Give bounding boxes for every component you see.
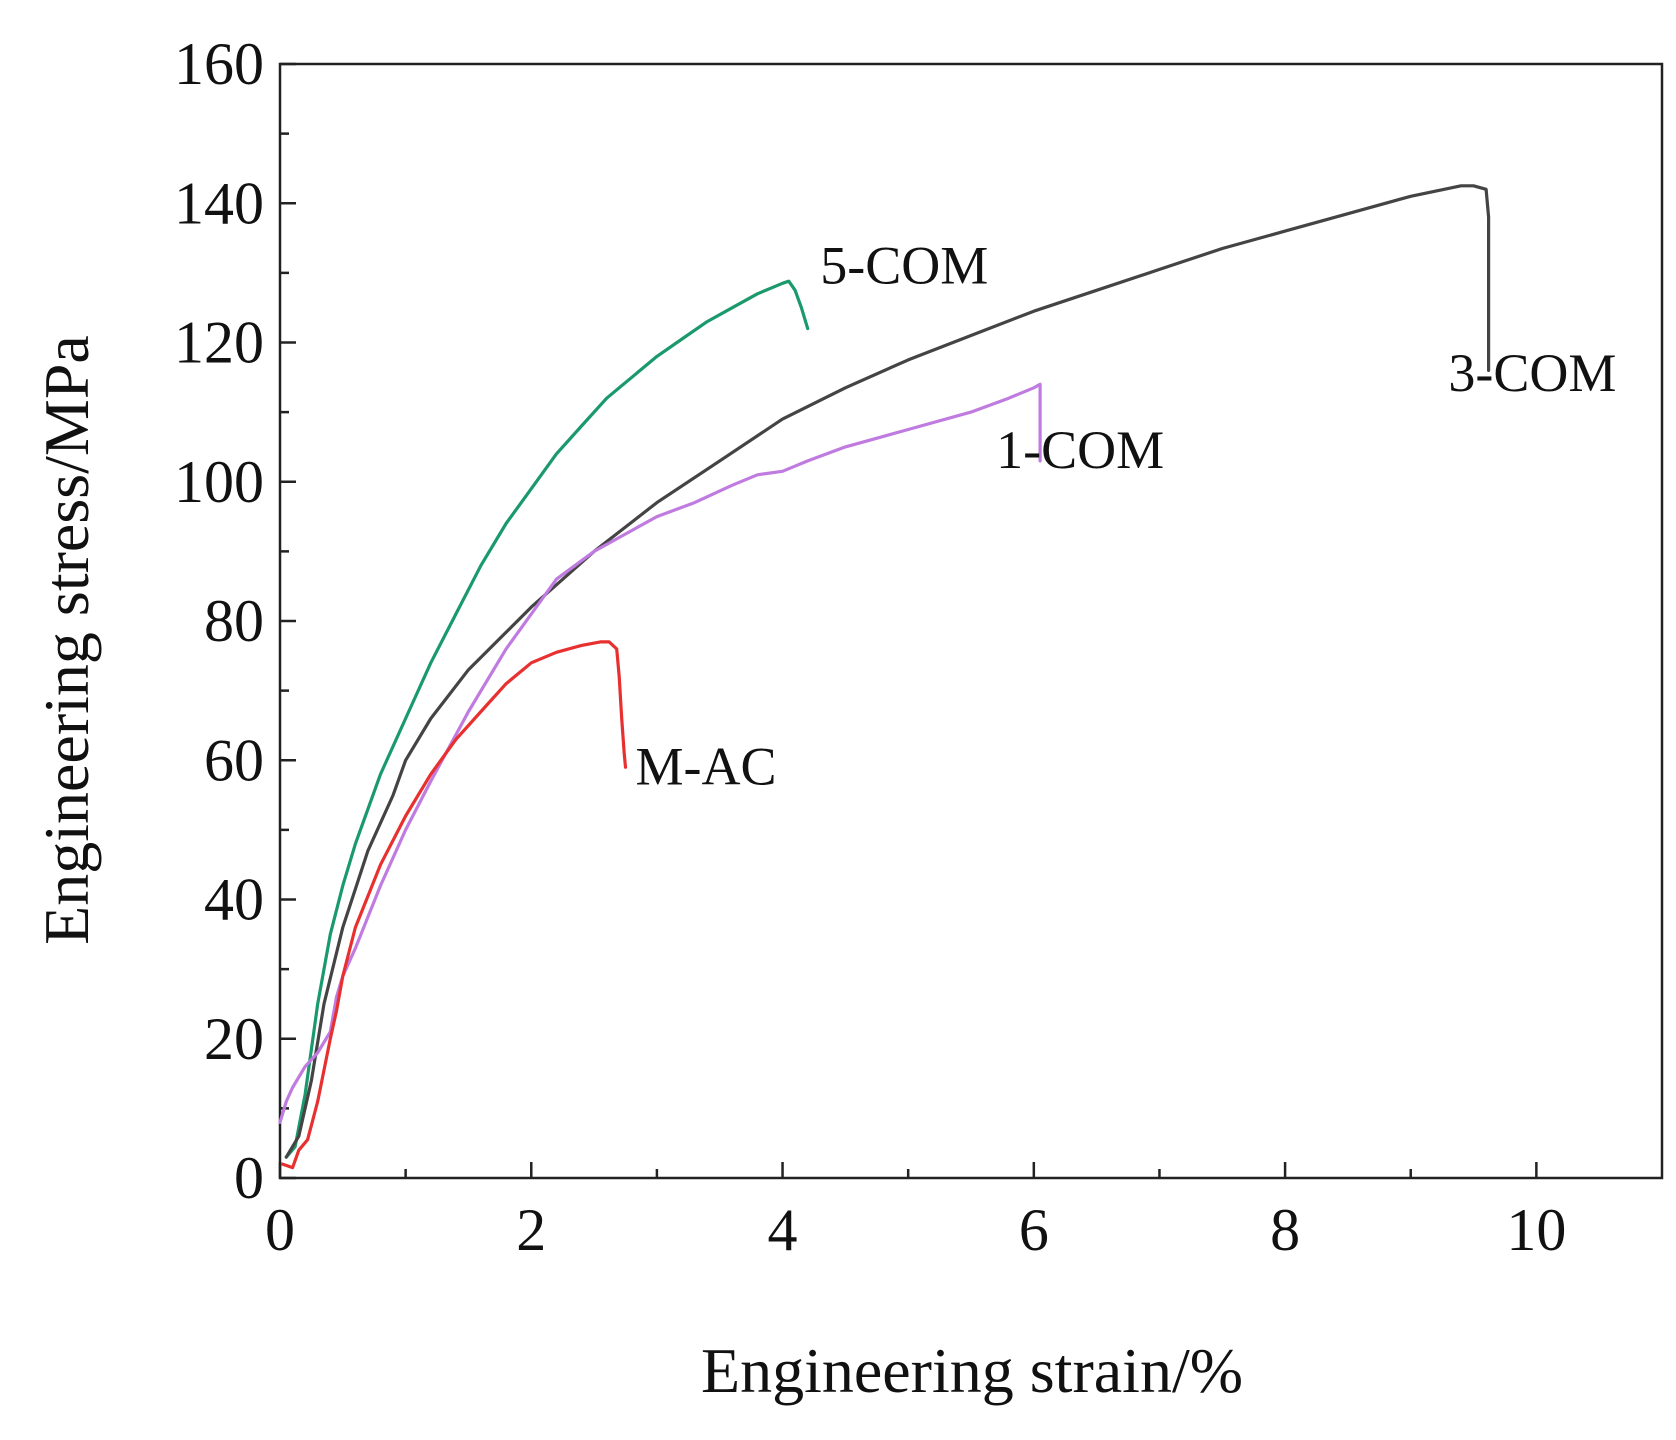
plot-area-border — [278, 62, 1664, 1180]
series-label-1-com: 1-COM — [996, 420, 1164, 480]
series-line-1-com — [278, 382, 1042, 1124]
series-line-5-com — [284, 279, 810, 1159]
series-label-5-com: 5-COM — [820, 235, 988, 295]
series-lines — [278, 184, 1491, 1170]
series-label-m-ac: M-AC — [636, 737, 777, 797]
y-tick-label: 80 — [204, 588, 264, 654]
y-tick-label: 120 — [174, 310, 264, 376]
series-label-3-com: 3-COM — [1448, 343, 1616, 403]
x-tick-label: 10 — [1506, 1197, 1566, 1263]
x-tick-label: 2 — [516, 1197, 546, 1263]
series-line-m-ac — [280, 640, 628, 1170]
x-tick-label: 8 — [1270, 1197, 1300, 1263]
series-labels: 5-COM 3-COM 1-COM M-AC — [636, 235, 1617, 796]
y-tick-label: 160 — [174, 31, 264, 97]
y-tick-label: 60 — [204, 727, 264, 793]
y-tick-label: 20 — [204, 1006, 264, 1072]
x-tick-label: 4 — [768, 1197, 798, 1263]
plot-frame — [278, 62, 1664, 1180]
axis-ticks — [278, 62, 1538, 1180]
y-tick-label: 0 — [234, 1145, 264, 1211]
y-tick-label: 140 — [174, 170, 264, 236]
y-tick-label: 40 — [204, 867, 264, 933]
y-tick-label: 100 — [174, 449, 264, 515]
series-line-3-com — [284, 184, 1491, 1159]
y-axis-title: Engineering stress/MPa — [31, 335, 102, 945]
x-tick-label: 0 — [265, 1197, 295, 1263]
x-axis-title: Engineering strain/% — [701, 1335, 1243, 1406]
x-tick-label: 6 — [1019, 1197, 1049, 1263]
